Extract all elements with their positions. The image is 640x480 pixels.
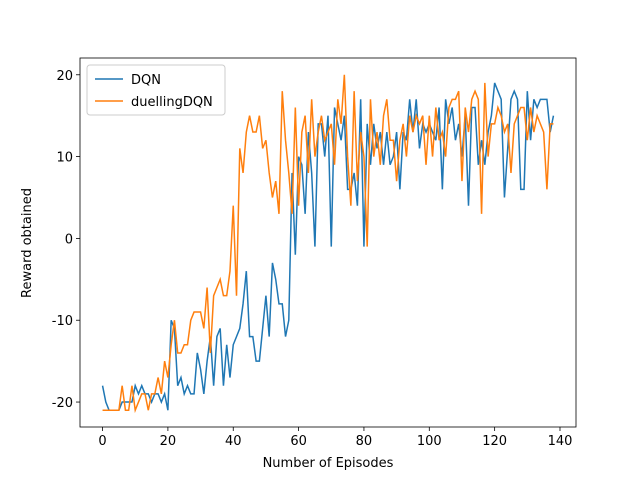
x-tick-label: 40 <box>225 434 242 449</box>
y-tick-label: 20 <box>56 69 73 84</box>
y-tick-label: 0 <box>65 232 73 247</box>
x-tick-label: 60 <box>290 434 307 449</box>
legend-label: duellingDQN <box>131 95 213 110</box>
x-tick-label: 80 <box>356 434 373 449</box>
legend-label: DQN <box>131 73 161 88</box>
x-axis-label: Number of Episodes <box>263 456 394 471</box>
x-tick-label: 140 <box>548 434 573 449</box>
x-tick-label: 120 <box>482 434 507 449</box>
plot-frame <box>79 57 577 428</box>
data-line <box>102 74 554 414</box>
y-tick-label: -20 <box>52 396 73 411</box>
y-axis-label: Reward obtained <box>20 188 35 298</box>
x-tick-label: 100 <box>417 434 442 449</box>
data-line <box>101 82 555 411</box>
x-tick-label: 0 <box>98 434 106 449</box>
y-tick-label: -10 <box>52 314 73 329</box>
y-tick-label: 10 <box>56 151 73 166</box>
legend-box <box>86 64 226 116</box>
x-tick-label: 20 <box>160 434 177 449</box>
